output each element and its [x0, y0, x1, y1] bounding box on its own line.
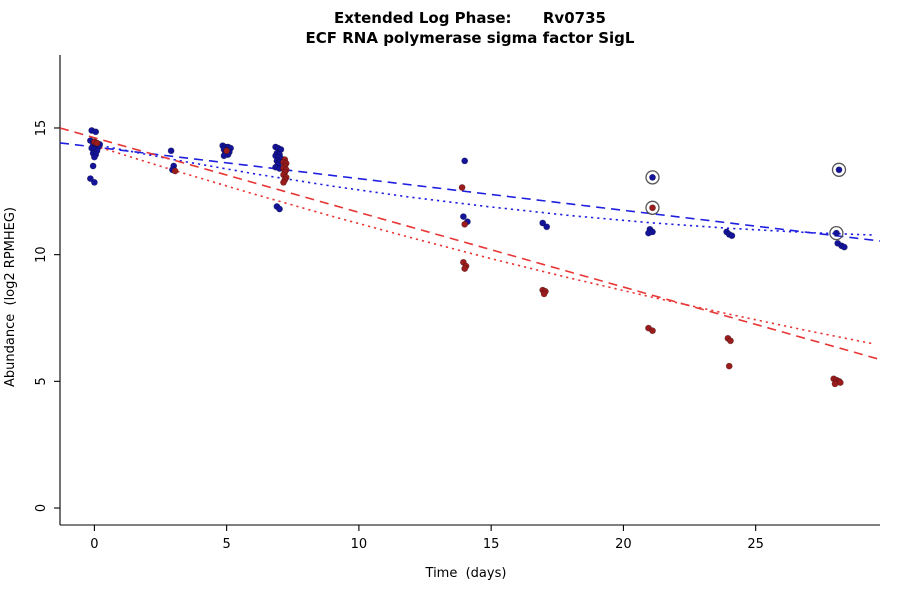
blue-condition-point — [840, 243, 848, 251]
x-tick-label: 20 — [615, 537, 632, 552]
red-linear-fit-line — [59, 127, 881, 361]
outlier-ring — [829, 225, 844, 241]
chart-title: Extended Log Phase: Rv0735 — [334, 9, 606, 27]
trend-lines — [59, 127, 881, 361]
red-condition-point — [461, 220, 469, 228]
red-condition-point — [831, 380, 839, 388]
chart-subtitle: ECF RNA polymerase sigma factor SigL — [306, 29, 635, 47]
blue-condition-point — [835, 166, 843, 174]
blue-condition-point — [220, 152, 228, 160]
blue-linear-fit-line — [59, 142, 881, 242]
x-tick-label: 25 — [747, 537, 764, 552]
blue-condition-point — [91, 178, 98, 186]
red-condition-point — [649, 327, 656, 335]
blue-condition-point — [728, 232, 736, 240]
red-condition-point — [540, 290, 548, 298]
y-tick-label: 15 — [34, 120, 49, 137]
red-condition-point — [280, 178, 287, 186]
x-axis-label: Time (days) — [425, 566, 507, 581]
outlier-ring — [645, 200, 660, 215]
blue-condition-point — [459, 213, 467, 220]
outlier-ring — [645, 170, 660, 185]
red-curved-fit-line — [94, 144, 875, 345]
blue-condition-point — [539, 219, 547, 227]
y-axis-label: Abundance (log2 RPMHEG) — [3, 207, 18, 387]
blue-curved-fit-line — [94, 143, 875, 236]
blue-condition-point — [91, 153, 98, 161]
blue-condition-point — [461, 157, 469, 165]
outlier-ring — [831, 162, 847, 177]
data-points — [87, 127, 848, 388]
blue-condition-point — [89, 162, 97, 170]
blue-condition-point — [276, 205, 283, 213]
axes: 0 5 10 15 20 25 0 5 10 15 — [34, 55, 880, 552]
red-condition-point — [93, 139, 101, 147]
y-tick-label: 5 — [34, 377, 49, 385]
x-tick-label: 5 — [223, 537, 231, 552]
blue-condition-point — [92, 128, 100, 136]
red-condition-point — [458, 184, 466, 191]
x-tick-label: 15 — [483, 537, 500, 552]
y-tick-label: 0 — [34, 504, 49, 512]
red-condition-point — [461, 265, 469, 272]
red-condition-point — [223, 147, 230, 155]
blue-condition-point — [87, 175, 94, 182]
blue-condition-point — [645, 229, 652, 237]
red-condition-point — [171, 167, 179, 175]
blue-condition-point — [167, 147, 175, 155]
blue-condition-point — [543, 223, 551, 231]
red-condition-point — [725, 362, 733, 370]
x-tick-label: 10 — [351, 537, 368, 552]
red-condition-point — [649, 204, 656, 212]
outlier-rings — [645, 162, 847, 241]
red-condition-point — [727, 337, 734, 345]
y-tick-label: 10 — [34, 246, 49, 263]
blue-condition-point — [649, 173, 656, 181]
blue-condition-point — [833, 229, 840, 237]
x-tick-label: 0 — [90, 537, 98, 552]
